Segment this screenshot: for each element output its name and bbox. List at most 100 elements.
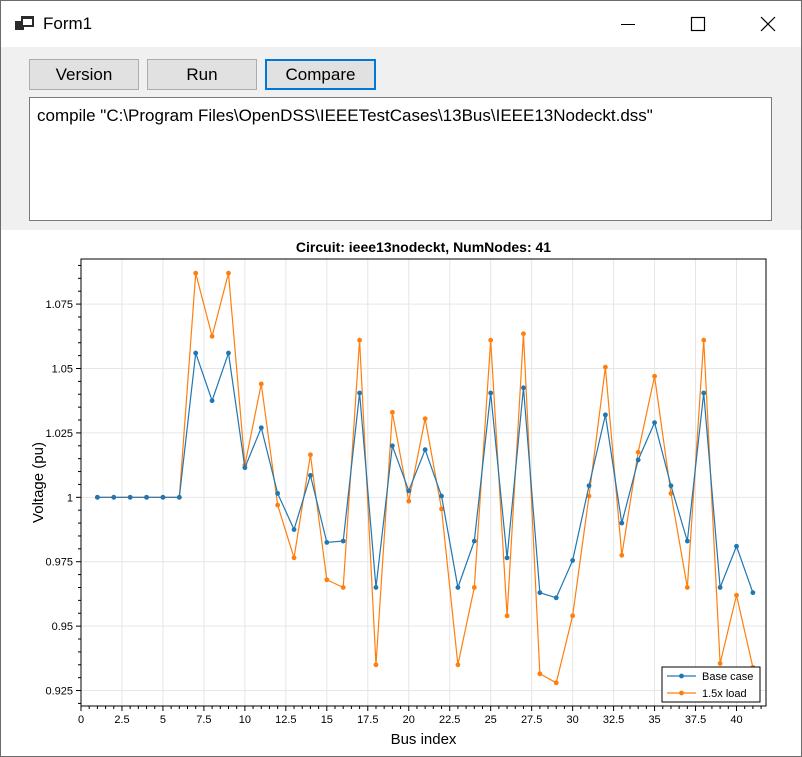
x-tick-label: 30 xyxy=(567,714,579,726)
data-point xyxy=(553,595,559,601)
data-point xyxy=(603,364,608,370)
data-point xyxy=(275,502,281,508)
close-button[interactable] xyxy=(745,1,791,47)
voltage-chart: Circuit: ieee13nodeckt, NumNodes: 41 0 2.5… xyxy=(30,239,767,748)
legend: Base case 1.5x load xyxy=(661,666,761,703)
data-point xyxy=(455,585,461,590)
data-point xyxy=(439,506,444,512)
data-point xyxy=(570,613,576,619)
series-base-case xyxy=(94,350,756,601)
data-point xyxy=(193,350,199,356)
series-1-5x-load xyxy=(94,270,756,686)
x-tick-label: 0 xyxy=(78,714,84,726)
close-icon xyxy=(760,16,776,32)
data-point xyxy=(373,585,379,590)
data-point xyxy=(389,443,395,449)
y-axis-label: Voltage (pu) xyxy=(30,442,47,523)
data-point xyxy=(111,494,117,500)
minimize-icon xyxy=(621,24,635,25)
data-point xyxy=(340,585,346,590)
legend-box xyxy=(661,666,761,703)
data-point xyxy=(373,662,379,668)
x-tick-label: 17.5 xyxy=(357,714,378,726)
run-button[interactable]: Run xyxy=(147,59,257,90)
data-point xyxy=(635,449,641,455)
data-point xyxy=(471,585,477,590)
data-point xyxy=(209,398,215,404)
x-tick-label: 5 xyxy=(160,714,166,726)
data-point xyxy=(471,538,477,544)
data-point xyxy=(619,520,625,526)
data-point xyxy=(389,409,395,415)
y-tick-label: 1 xyxy=(67,492,73,504)
data-point xyxy=(291,527,297,532)
data-point xyxy=(357,337,362,343)
x-tick-label: 22.5 xyxy=(439,714,460,726)
version-button[interactable]: Version xyxy=(29,59,139,90)
data-point xyxy=(684,538,690,544)
x-tick-label: 37.5 xyxy=(685,714,706,726)
data-point xyxy=(537,590,543,596)
y-tick-label: 0.925 xyxy=(45,686,73,698)
chart-title: Circuit: ieee13nodeckt, NumNodes: 41 xyxy=(296,239,551,255)
data-point xyxy=(635,457,641,463)
data-point xyxy=(324,577,330,583)
x-tick-label: 2.5 xyxy=(114,714,129,726)
data-point xyxy=(176,494,182,500)
app-window-icon xyxy=(15,16,34,30)
x-tick-label: 20 xyxy=(403,714,415,726)
data-point xyxy=(717,585,723,590)
y-tick-label: 0.975 xyxy=(45,557,73,569)
x-tick-label: 7.5 xyxy=(196,714,211,726)
data-point xyxy=(521,331,526,337)
window-title: Form1 xyxy=(43,14,93,33)
y-tick-label: 1.05 xyxy=(52,363,73,375)
data-point xyxy=(619,552,625,558)
data-point xyxy=(734,592,739,598)
legend-marker xyxy=(679,673,684,679)
x-tick-label: 35 xyxy=(648,714,660,726)
data-point xyxy=(340,538,346,544)
data-point xyxy=(668,483,674,489)
data-point xyxy=(586,493,592,499)
x-tick-label: 32.5 xyxy=(603,714,624,726)
data-point xyxy=(553,680,559,686)
data-point xyxy=(308,452,313,458)
x-axis-label: Bus index xyxy=(391,731,457,748)
minimize-button[interactable] xyxy=(605,1,651,47)
data-point xyxy=(144,494,149,500)
x-tick-label: 25 xyxy=(485,714,497,726)
data-point xyxy=(701,337,707,343)
data-point xyxy=(242,465,248,471)
data-point xyxy=(160,494,166,500)
legend-marker xyxy=(679,690,684,696)
data-point xyxy=(504,555,510,561)
data-point xyxy=(127,494,133,500)
y-tick-label: 0.95 xyxy=(52,621,73,633)
data-point xyxy=(504,613,510,619)
data-point xyxy=(291,555,297,561)
data-point xyxy=(308,473,313,478)
data-point xyxy=(652,373,657,379)
legend-label: Base case xyxy=(702,671,753,683)
data-point xyxy=(258,425,264,431)
data-point xyxy=(488,337,494,343)
data-point xyxy=(652,420,657,425)
maximize-button[interactable] xyxy=(675,1,721,47)
data-point xyxy=(422,416,428,422)
data-point xyxy=(357,390,362,396)
data-point xyxy=(750,590,756,596)
data-point xyxy=(734,543,739,549)
title-bar[interactable]: Form1 xyxy=(1,1,801,47)
data-point xyxy=(258,381,264,387)
chart-panel: Circuit: ieee13nodeckt, NumNodes: 41 0 2.5… xyxy=(1,230,801,756)
compare-button[interactable]: Compare xyxy=(265,59,376,90)
data-point xyxy=(324,540,330,545)
data-point xyxy=(226,350,231,356)
data-point xyxy=(586,483,592,489)
data-point xyxy=(209,333,215,339)
command-input[interactable]: compile "C:\Program Files\OpenDSS\IEEETe… xyxy=(29,97,772,221)
y-tick-label: 1.075 xyxy=(45,299,73,311)
y-tick-label: 1.025 xyxy=(45,428,73,440)
